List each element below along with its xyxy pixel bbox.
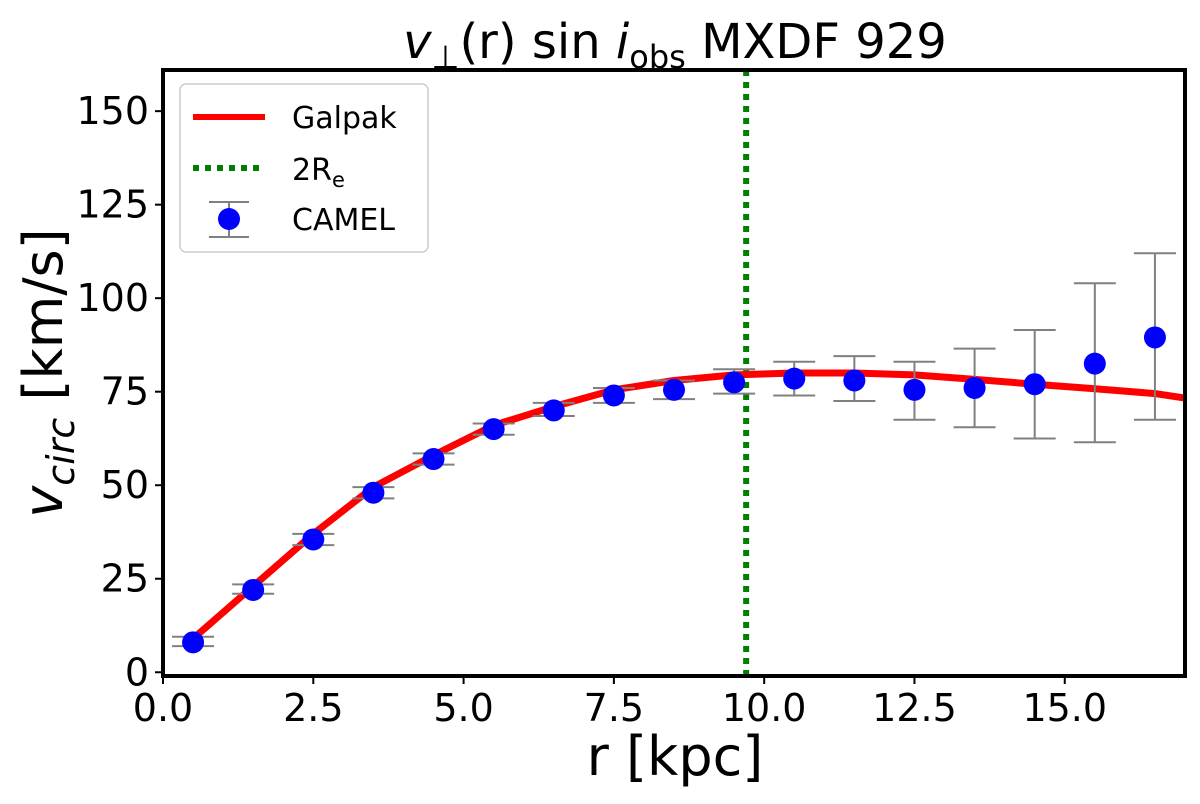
camel-point: [1083, 352, 1106, 375]
camel-point: [723, 371, 746, 394]
camel-point: [663, 378, 685, 401]
chart-title: v⊥(r) sin iobs MXDF 929: [403, 14, 947, 76]
x-tick-label: 12.5: [872, 686, 957, 730]
y-tick-label: 50: [101, 463, 149, 507]
legend-camel-label: CAMEL: [292, 203, 395, 238]
camel-point: [302, 528, 325, 551]
camel-point: [1143, 326, 1166, 349]
axes-frame: [161, 68, 1187, 678]
y-tick-label: 0: [125, 650, 149, 694]
plot-area: [172, 70, 1185, 676]
x-tick-label: 7.5: [584, 686, 644, 730]
x-tick-label: 10.0: [722, 686, 807, 730]
series-galpak-line: [190, 369, 1185, 642]
camel-point: [362, 481, 385, 504]
x-tick-label: 2.5: [283, 686, 343, 730]
camel-point: [903, 378, 926, 401]
camel-point: [182, 631, 205, 654]
camel-point: [422, 448, 445, 471]
x-axis-label: r [kpc]: [587, 725, 764, 788]
ticks: 0.0 2.5 5.0 7.5 10.0 12.5 15.0 0 25 50 75 100 125 150: [76, 89, 1107, 730]
camel-point: [242, 578, 265, 601]
camel-point: [843, 369, 866, 392]
camel-point: [542, 399, 565, 422]
y-tick-label: 150: [76, 89, 149, 133]
camel-point: [602, 384, 625, 407]
legend-2re-label: 2Re: [292, 153, 345, 192]
y-tick-label: 25: [101, 557, 149, 601]
y-axis-label: vcirc [km/s]: [12, 228, 83, 517]
camel-point: [783, 367, 806, 390]
x-tick-label: 0.0: [133, 686, 193, 730]
legend: Galpak 2Re CAMEL: [179, 83, 429, 253]
x-tick-label: 15.0: [1022, 686, 1107, 730]
y-tick-label: 125: [76, 183, 149, 227]
y-tick-label: 100: [76, 276, 149, 320]
y-tick-label: 75: [101, 370, 149, 414]
camel-point: [1023, 373, 1046, 396]
legend-box: [179, 83, 429, 253]
legend-galpak-label: Galpak: [292, 101, 397, 136]
camel-point: [482, 418, 505, 441]
legend-camel-marker: [218, 208, 240, 230]
camel-point: [963, 376, 986, 399]
x-tick-label: 5.0: [433, 686, 493, 730]
